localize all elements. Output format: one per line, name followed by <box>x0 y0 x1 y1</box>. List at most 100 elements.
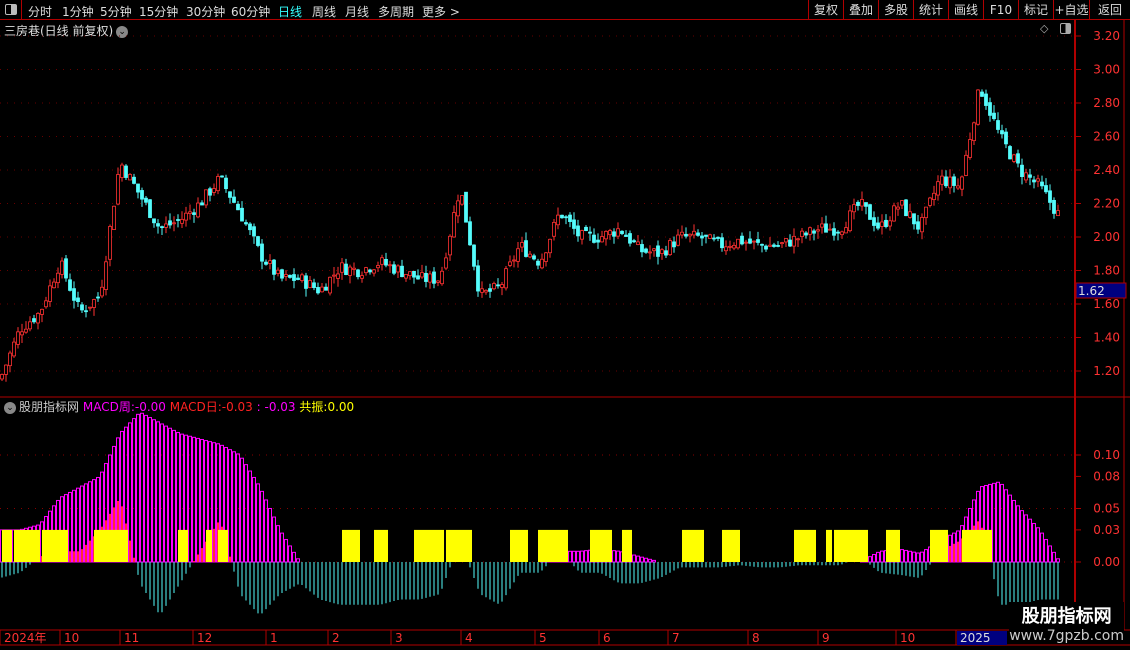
period-tab[interactable]: 多周期 <box>378 5 415 19</box>
resonance-block <box>962 529 992 562</box>
candle-body <box>416 275 420 280</box>
candle-body <box>140 190 144 200</box>
candle-body <box>1048 190 1052 203</box>
candle-body <box>548 238 552 254</box>
macd-week-bar <box>228 449 232 563</box>
macd-week-bar <box>644 557 648 563</box>
candle-body <box>92 299 96 308</box>
candle-body <box>1012 154 1016 162</box>
toolbar-button[interactable]: 复权 <box>808 0 843 20</box>
candle-body <box>256 236 260 246</box>
stock-title: 三房巷(日线 前复权) <box>4 24 114 38</box>
candle-body <box>820 223 824 228</box>
candle-body <box>436 280 440 283</box>
candle-body <box>900 200 904 206</box>
candle-body <box>940 175 944 185</box>
candle-body <box>284 274 288 277</box>
toolbar-button[interactable]: +自选 <box>1053 0 1089 20</box>
candle-body <box>532 255 536 260</box>
candle-body <box>668 240 672 256</box>
chart-title: 三房巷(日线 前复权) ⌄ <box>4 22 129 39</box>
toolbar-button[interactable]: 标记 <box>1018 0 1053 20</box>
candle-body <box>480 288 484 293</box>
candle-body <box>680 231 684 236</box>
candle-body <box>920 217 924 233</box>
period-tab[interactable]: 月线 <box>345 5 370 19</box>
candle-body <box>364 267 368 274</box>
date-highlight <box>957 631 1007 645</box>
candle-body <box>440 270 444 285</box>
candle-body <box>40 308 44 315</box>
candle-body <box>180 218 184 224</box>
candle-body <box>500 284 504 288</box>
date-label: 4 <box>465 631 473 645</box>
candle-body <box>504 268 508 289</box>
toolbar-button[interactable]: 叠加 <box>843 0 878 20</box>
candle-body <box>104 261 108 290</box>
macd-week-bar <box>996 481 1000 563</box>
candle-body <box>392 264 396 274</box>
panel-toggle-icon[interactable] <box>0 0 22 20</box>
candle-body <box>348 266 352 276</box>
resonance-block <box>342 529 360 562</box>
candle-body <box>1004 131 1008 145</box>
candle-body <box>884 219 888 227</box>
candle-body <box>60 260 64 275</box>
macd-week-value: -0.00 <box>134 400 166 414</box>
macd-week-bar <box>280 532 284 563</box>
candle-body <box>724 246 728 252</box>
indicator-name: 股朋指标网 <box>19 400 80 414</box>
candle-body <box>216 176 220 192</box>
period-tab[interactable]: 周线 <box>312 5 337 19</box>
candle-body <box>556 214 560 226</box>
candle-body <box>844 227 848 234</box>
candle-body <box>0 374 4 380</box>
chevron-down-icon[interactable]: ⌄ <box>4 401 16 414</box>
price-tick-label: 1.80 <box>1093 264 1120 278</box>
chevron-down-icon[interactable]: ⌄ <box>116 25 129 38</box>
candle-body <box>452 212 456 238</box>
period-tab[interactable]: 60分钟 <box>231 5 271 19</box>
candle-body <box>908 211 912 218</box>
macd-week-bar <box>648 558 652 563</box>
candle-body <box>624 234 628 237</box>
toolbar-button[interactable]: 返回 <box>1089 0 1130 20</box>
macd-week-bar <box>576 550 580 563</box>
candle-body <box>204 189 208 206</box>
candle-body <box>648 251 652 254</box>
panel-layout-icon[interactable] <box>1060 23 1071 34</box>
period-tab[interactable]: 日线 <box>278 5 303 19</box>
toolbar-button[interactable]: 统计 <box>913 0 948 20</box>
period-tab[interactable]: 1分钟 <box>62 5 94 19</box>
price-tick-label: 1.40 <box>1093 331 1120 345</box>
resonance-block <box>590 529 612 562</box>
candle-body <box>168 220 172 226</box>
resonance-block <box>206 529 212 562</box>
resonance-block <box>218 529 228 562</box>
period-tab[interactable]: 分时 <box>28 5 53 19</box>
diamond-icon[interactable]: ◇ <box>1040 22 1049 35</box>
period-tab[interactable]: 5分钟 <box>100 5 132 19</box>
watermark-cn: 股朋指标网 <box>1021 606 1112 627</box>
period-tab[interactable]: 30分钟 <box>186 5 226 19</box>
date-label: 11 <box>124 631 139 645</box>
candle-body <box>144 197 148 203</box>
candle-body <box>956 185 960 189</box>
candle-body <box>228 191 232 198</box>
macd-week-bar <box>616 550 620 563</box>
toolbar-button[interactable]: F10 <box>983 0 1018 20</box>
candle-body <box>1044 185 1048 193</box>
period-tab[interactable]: 15分钟 <box>139 5 179 19</box>
macd-week-bar <box>876 551 880 563</box>
macd-day-value2: : -0.03 <box>256 400 296 414</box>
toolbar-button[interactable]: 多股 <box>878 0 913 20</box>
macd-week-bar <box>172 429 176 563</box>
price-tick-label: 2.20 <box>1093 197 1120 211</box>
toolbar-button[interactable]: 画线 <box>948 0 983 20</box>
period-tab[interactable]: 更多 > <box>422 5 460 19</box>
candle-body <box>64 258 68 279</box>
current-price-box <box>1075 282 1127 299</box>
date-label: 9 <box>822 631 830 645</box>
macd-week-bar <box>924 549 928 563</box>
